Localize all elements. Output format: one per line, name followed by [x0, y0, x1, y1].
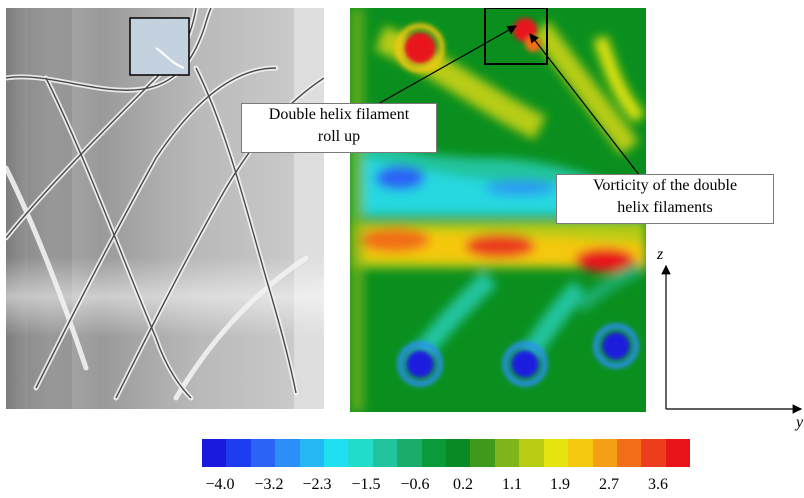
colorbar-tick-labels: −4.0 −3.2 −2.3 −1.5 −0.6 0.2 1.1 1.9 2.7 3.6	[190, 476, 710, 498]
colorbar-tick-label: −4.0	[205, 476, 235, 493]
colorbar-tick-label: −2.3	[302, 476, 332, 493]
colorbar-segment	[568, 439, 593, 467]
colorbar-segment	[299, 439, 325, 467]
colorbar-tick-label: 1.1	[502, 476, 522, 493]
colorbar-segment	[470, 439, 495, 467]
colorbar-segment	[348, 439, 373, 467]
vorticity-leader-arrow	[529, 33, 641, 177]
colorbar-segment	[397, 439, 422, 467]
colorbar-segment	[275, 439, 300, 467]
vorticity-label: Vorticity of the double helix filaments	[556, 174, 774, 224]
colorbar-segment	[372, 439, 398, 467]
vorticity-colorbar	[202, 439, 691, 467]
filament-label-line2: roll up	[317, 128, 361, 145]
vorticity-label-line2: helix filaments	[617, 199, 713, 216]
colorbar-segment	[665, 439, 691, 467]
vorticity-label-line1: Vorticity of the double	[592, 177, 738, 194]
colorbar-segment	[616, 439, 642, 467]
colorbar-segment	[494, 439, 520, 467]
colorbar-tick-label: −0.6	[400, 476, 430, 493]
colorbar-tick-label: −1.5	[351, 476, 381, 493]
colorbar-segment	[641, 439, 666, 467]
colorbar-segment	[324, 439, 349, 467]
colorbar-segment	[543, 439, 569, 467]
colorbar-tick-label: 3.6	[648, 476, 668, 493]
colorbar-segment	[421, 439, 447, 467]
vorticity-highlight-box	[484, 8, 548, 65]
colorbar-tick-label: 2.7	[599, 476, 619, 493]
colorbar-segment	[592, 439, 617, 467]
filament-label-line1: Double helix filament	[268, 106, 410, 123]
colorbar-tick-label: −3.2	[254, 476, 284, 493]
filament-leader-arrow	[377, 25, 518, 105]
helix-filaments-drawing	[6, 8, 324, 409]
y-axis-label: y	[796, 414, 804, 431]
colorbar-segment	[202, 439, 227, 467]
colorbar-tick-label: 1.9	[550, 476, 570, 493]
z-axis-label: z	[657, 246, 664, 263]
vorticity-contour-plot	[350, 8, 646, 412]
colorbar-tick-label: 0.2	[453, 476, 473, 493]
filament-photograph	[6, 8, 324, 409]
colorbar-segment	[226, 439, 251, 467]
colorbar-segment	[250, 439, 276, 467]
colorbar-segment	[446, 439, 471, 467]
colorbar-segment	[519, 439, 544, 467]
filament-rollup-label: Double helix filament roll up	[241, 103, 437, 153]
